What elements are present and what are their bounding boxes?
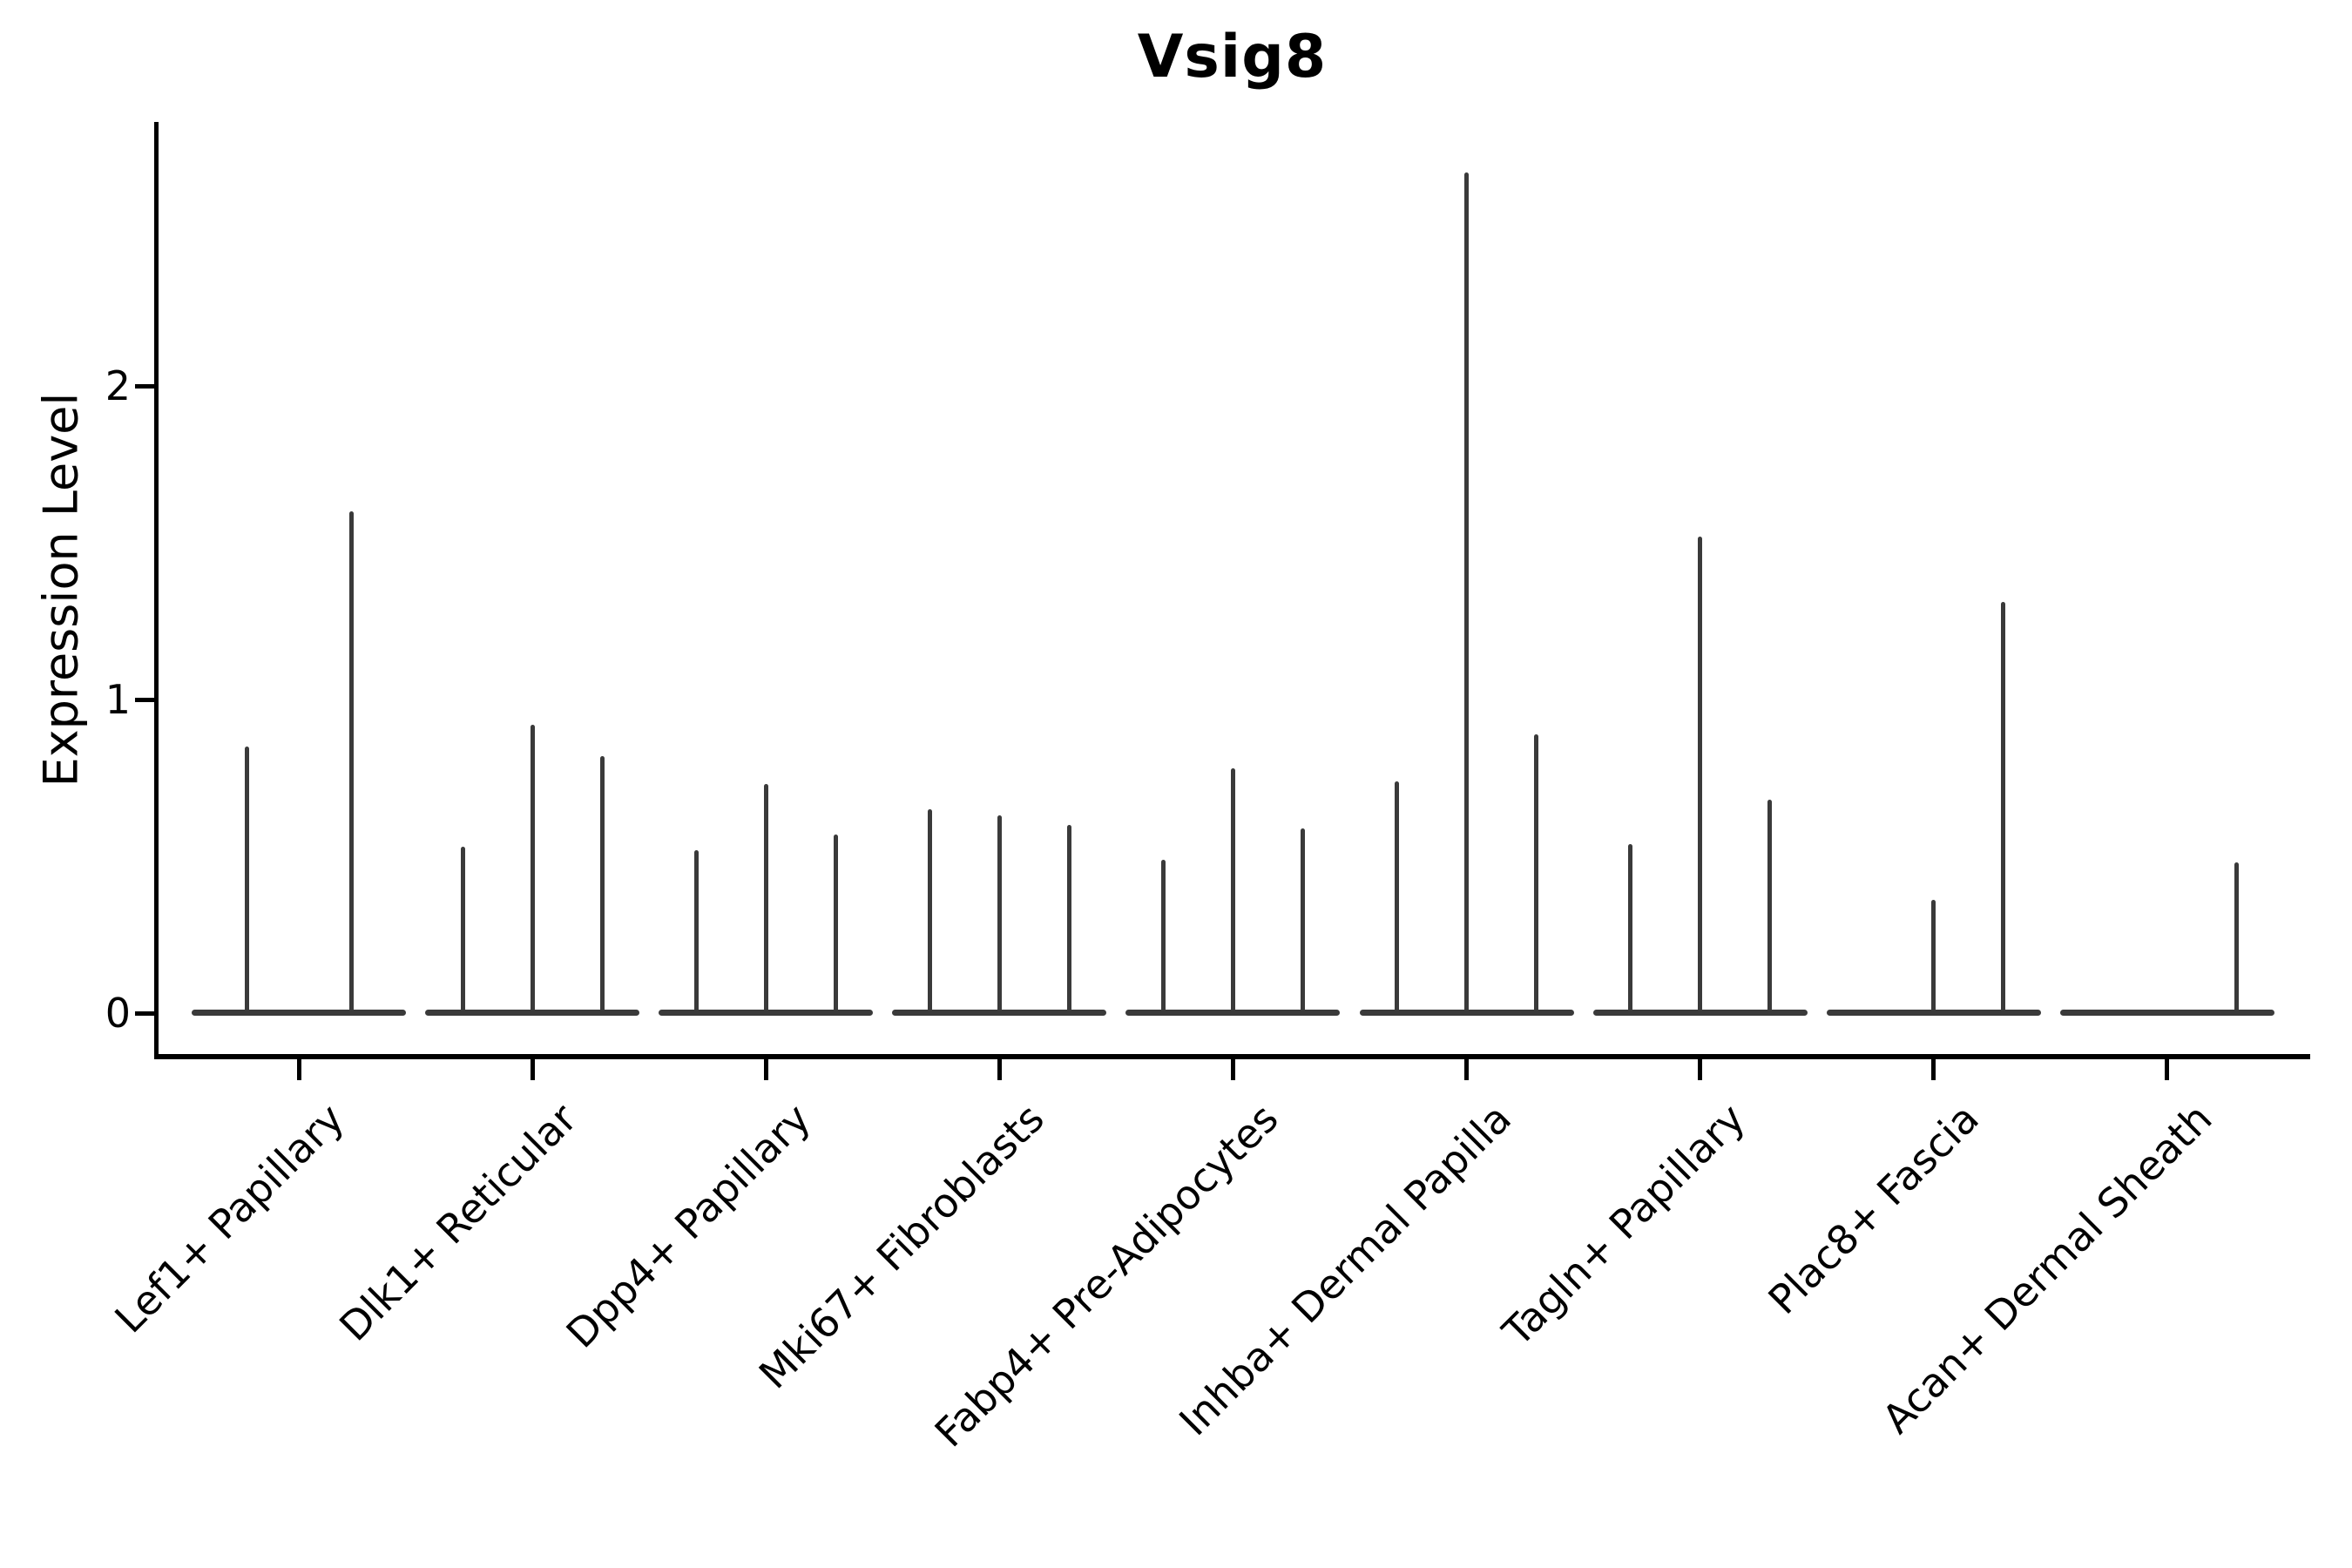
violin-spike	[2001, 602, 2006, 1015]
violin-spike	[1767, 800, 1773, 1015]
x-tick-label: Plac8+ Fascia	[1759, 1094, 1988, 1323]
x-tick-label: Dlk1+ Reticular	[330, 1094, 586, 1350]
violin-baseline	[2059, 1010, 2274, 1016]
violin-baseline	[192, 1010, 406, 1016]
violin-spike	[1931, 900, 1936, 1015]
y-tick-label: 1	[105, 676, 131, 723]
violin-spike	[1698, 536, 1703, 1015]
x-tick-label: Dpp4+ Papillary	[557, 1094, 820, 1357]
y-axis-label: Expression Level	[33, 392, 89, 787]
x-tick-mark	[763, 1059, 768, 1080]
violin-spike	[244, 747, 249, 1015]
violin-spike	[693, 849, 699, 1015]
x-tick-mark	[1230, 1059, 1235, 1080]
violin-spike	[833, 834, 838, 1015]
x-tick-mark	[2165, 1059, 2170, 1080]
y-tick-mark	[135, 1011, 154, 1016]
x-tick-label: Tagln+ Papillary	[1493, 1094, 1754, 1355]
violin-spike	[348, 511, 354, 1015]
y-axis-spine	[154, 122, 159, 1059]
violin-spike	[2234, 862, 2240, 1015]
violin-spike	[927, 809, 932, 1015]
x-tick-mark	[1931, 1059, 1936, 1080]
violin-spike	[530, 724, 535, 1015]
x-tick-mark	[1464, 1059, 1469, 1080]
violin-spike	[1395, 781, 1399, 1015]
violin-spike	[1628, 843, 1633, 1015]
x-axis-spine	[154, 1054, 2310, 1059]
x-tick-mark	[1698, 1059, 1703, 1080]
violin-spike	[1160, 859, 1166, 1015]
y-tick-mark	[135, 698, 154, 702]
violin-spike	[1464, 172, 1469, 1015]
violin-spike	[1066, 825, 1071, 1015]
chart-title: Vsig8	[1137, 23, 1328, 91]
x-tick-mark	[296, 1059, 301, 1080]
x-tick-mark	[530, 1059, 535, 1080]
violin-spike	[460, 847, 465, 1015]
y-tick-label: 2	[105, 362, 131, 409]
violin-spike	[763, 784, 768, 1015]
violin-spike	[1230, 768, 1235, 1015]
y-tick-label: 0	[105, 990, 131, 1037]
violin-spike	[599, 755, 605, 1015]
y-tick-mark	[135, 384, 154, 389]
x-tick-label: Lef1+ Papillary	[105, 1094, 353, 1342]
x-tick-mark	[997, 1059, 1002, 1080]
violin-spike	[997, 815, 1002, 1015]
violin-spike	[1534, 733, 1538, 1015]
violin-spike	[1300, 828, 1305, 1015]
